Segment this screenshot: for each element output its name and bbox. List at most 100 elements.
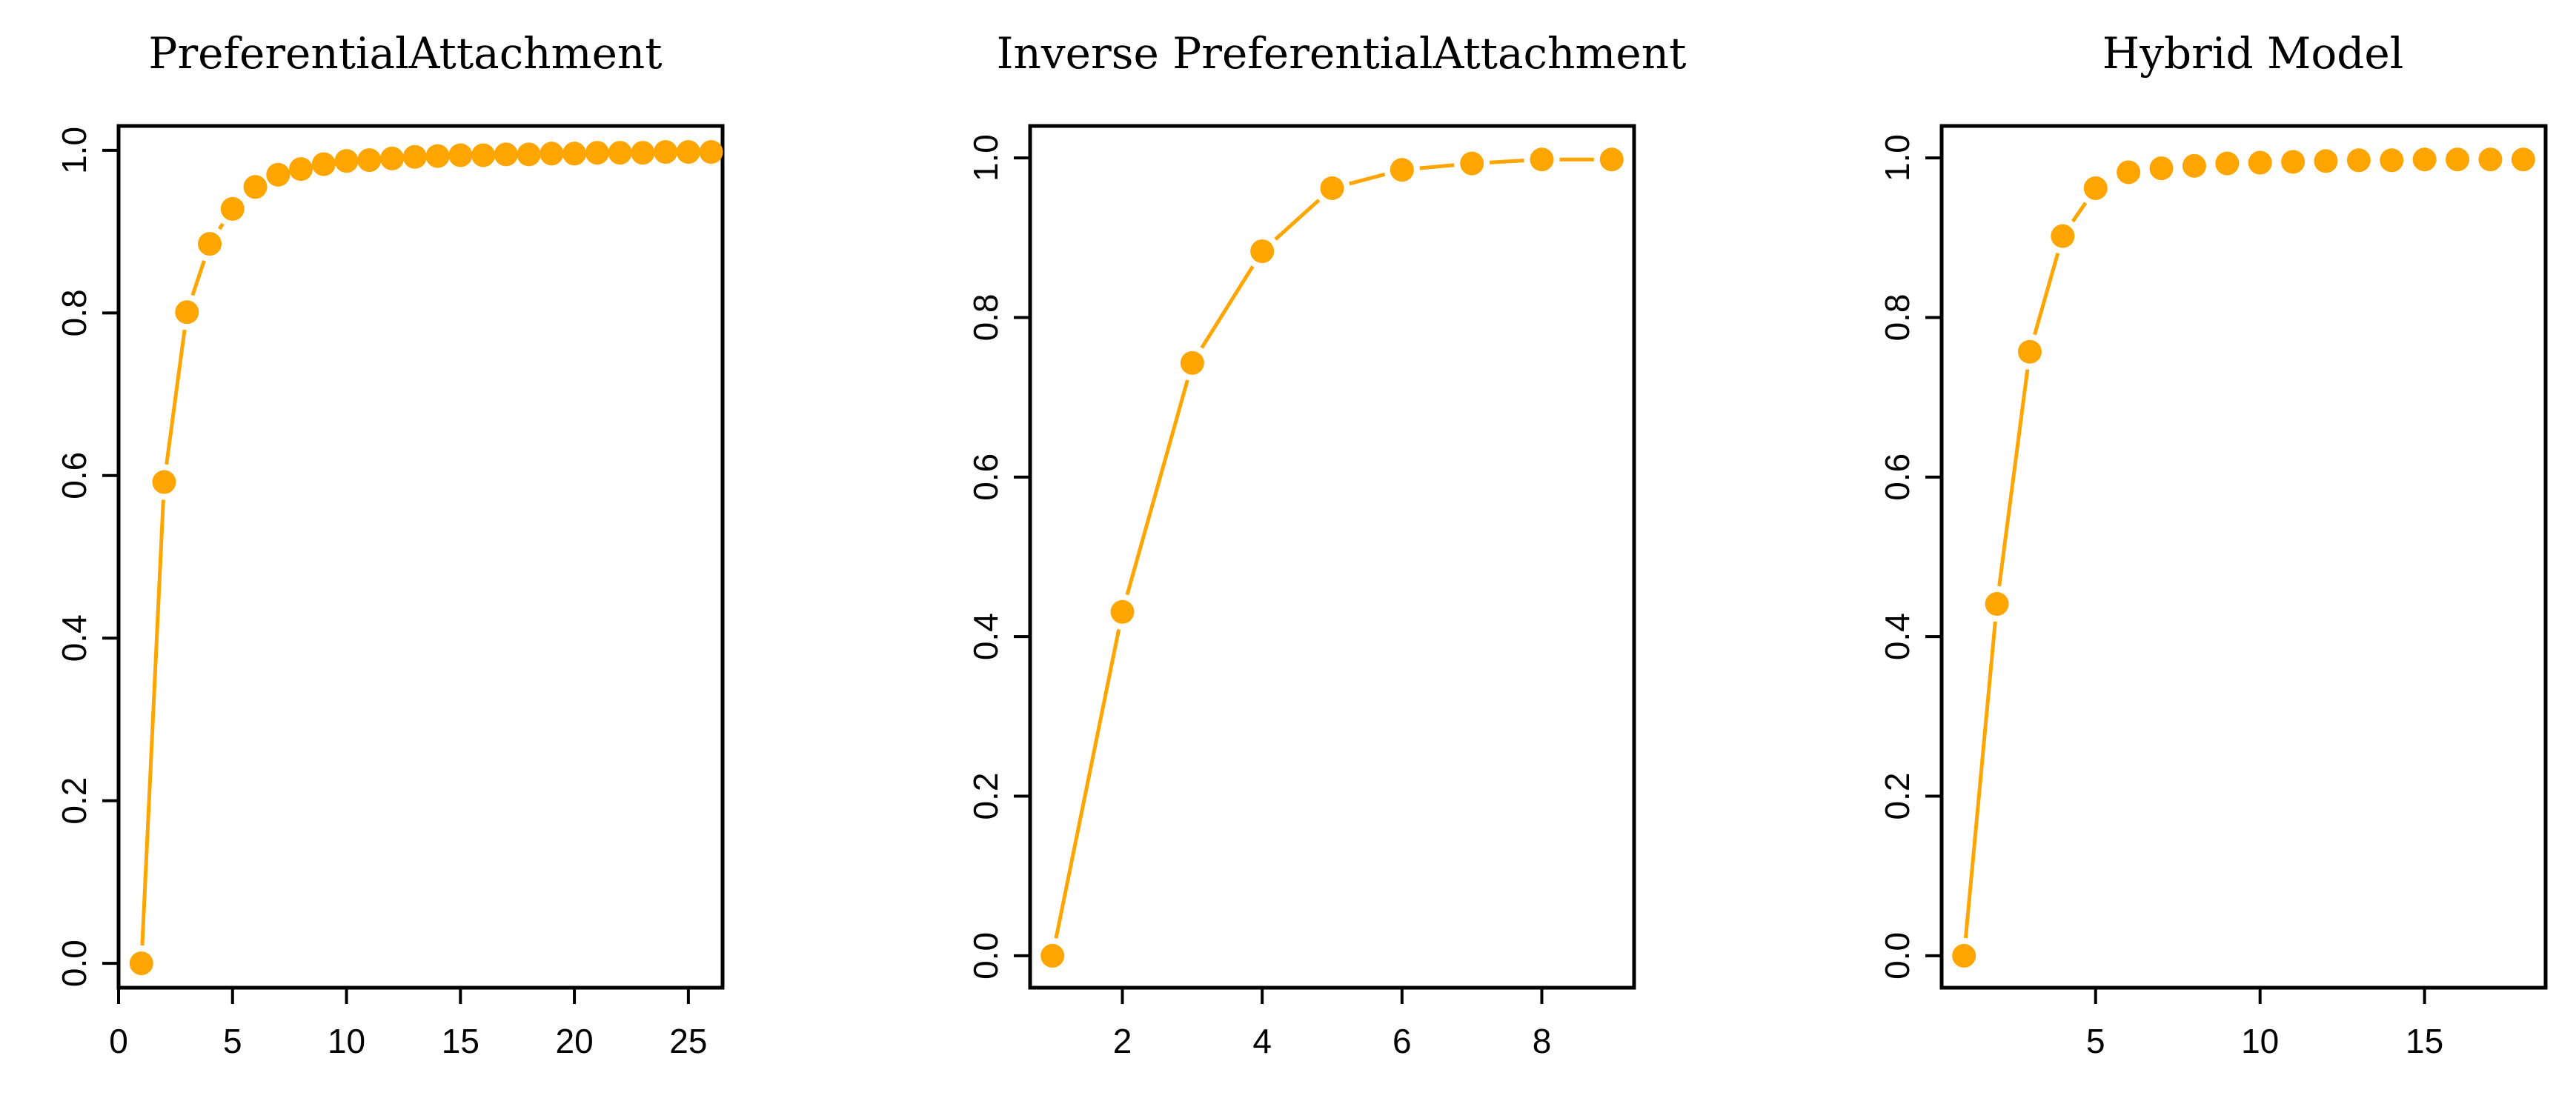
data-point	[1180, 350, 1204, 375]
y-tick-label: 0.2	[1878, 773, 1916, 820]
data-point	[2117, 160, 2141, 184]
y-tick-label: 0.0	[1878, 932, 1916, 980]
data-point	[1599, 147, 1624, 172]
plot-area	[1040, 147, 1624, 968]
data-point	[2248, 150, 2272, 175]
data-point	[175, 300, 199, 325]
x-tick-label: 10	[2241, 1022, 2279, 1060]
y-tick-label: 0.0	[966, 932, 1005, 980]
plot-area	[129, 140, 723, 976]
series-line-segment	[2071, 202, 2088, 223]
data-point	[334, 149, 359, 173]
data-point	[357, 148, 382, 173]
data-point	[494, 142, 518, 167]
data-point	[1952, 943, 1976, 968]
y-tick-label: 0.6	[55, 452, 93, 499]
x-tick-label: 15	[2406, 1022, 2443, 1060]
data-point	[2051, 224, 2075, 248]
y-tick-label: 1.0	[55, 127, 93, 174]
x-tick-label: 15	[442, 1022, 479, 1060]
data-point	[448, 143, 473, 167]
panel-title: Hybrid Model	[2102, 28, 2404, 79]
x-tick-label: 10	[328, 1022, 365, 1060]
data-point	[2478, 147, 2503, 172]
panel-preferential-attachment: PreferentialAttachment 0 5 10 15 20 25 0.0 0.2…	[55, 28, 725, 1060]
series-line-segment	[1125, 379, 1189, 596]
data-point	[243, 175, 268, 199]
y-tick-label: 0.8	[1878, 293, 1916, 341]
series-line-segment	[140, 499, 165, 946]
data-point	[676, 140, 700, 164]
data-point	[1320, 176, 1344, 200]
data-point	[1460, 151, 1484, 176]
data-point	[129, 951, 153, 976]
y-axis: 0.0 0.2 0.4 0.6 0.8 1.0	[966, 134, 1032, 980]
data-point	[1390, 158, 1414, 182]
x-tick-label: 6	[1392, 1022, 1412, 1060]
series-line-segment	[1200, 265, 1255, 349]
series-line-segment	[1274, 199, 1321, 241]
data-point	[2083, 176, 2108, 200]
data-point	[1985, 592, 2009, 616]
x-tick-label: 0	[109, 1022, 128, 1060]
data-point	[266, 162, 291, 187]
series-line-segment	[190, 260, 206, 296]
y-tick-label: 0.8	[55, 289, 93, 336]
data-point	[425, 144, 450, 168]
panel-hybrid-model: Hybrid Model 5 10 15 0.0 0.2 0.4 0.6 0.8 1.0	[1878, 28, 2548, 1060]
series-line-segment	[165, 329, 187, 465]
data-point	[2511, 147, 2535, 172]
data-point	[540, 142, 564, 166]
data-point	[2446, 147, 2470, 172]
data-point	[2412, 147, 2437, 172]
data-point	[2281, 150, 2306, 174]
y-tick-label: 0.4	[1878, 613, 1916, 660]
x-axis: 0 5 10 15 20 25	[109, 986, 707, 1060]
series-line-segment	[1419, 163, 1455, 170]
data-point	[2149, 156, 2174, 181]
y-tick-label: 0.6	[1878, 453, 1916, 501]
data-point	[2346, 148, 2371, 173]
x-tick-label: 20	[556, 1022, 594, 1060]
y-tick-label: 1.0	[1878, 134, 1916, 182]
x-tick-label: 5	[223, 1022, 242, 1060]
data-point	[198, 232, 222, 256]
y-tick-label: 0.0	[55, 940, 93, 987]
y-tick-label: 0.8	[966, 293, 1005, 341]
data-point	[2314, 149, 2338, 173]
x-axis: 2 4 6 8	[1113, 986, 1552, 1060]
data-point	[1040, 943, 1065, 968]
x-axis: 5 10 15	[2086, 986, 2443, 1060]
y-axis: 0.0 0.2 0.4 0.6 0.8 1.0	[55, 127, 120, 987]
data-point	[631, 141, 655, 165]
series-line-segment	[1963, 621, 1997, 939]
y-tick-label: 1.0	[966, 134, 1005, 182]
data-point	[2215, 151, 2240, 176]
x-tick-label: 25	[669, 1022, 707, 1060]
data-point	[402, 144, 427, 169]
x-tick-label: 4	[1252, 1022, 1272, 1060]
x-tick-label: 2	[1113, 1022, 1132, 1060]
x-tick-label: 8	[1533, 1022, 1552, 1060]
y-tick-label: 0.6	[966, 453, 1005, 501]
series-line-segment	[1349, 172, 1386, 186]
data-point	[585, 141, 609, 165]
panel-title: PreferentialAttachment	[148, 28, 662, 79]
series-line-segment	[1489, 159, 1524, 164]
series-line-segment	[1997, 369, 2030, 587]
data-point	[1110, 599, 1135, 624]
plot-area	[1952, 147, 2535, 968]
panel-title: Inverse PreferentialAttachment	[997, 28, 1687, 79]
data-point	[517, 142, 541, 167]
data-point	[654, 140, 678, 164]
data-point	[471, 143, 496, 167]
x-tick-label: 5	[2086, 1022, 2105, 1060]
data-point	[2182, 153, 2206, 178]
y-tick-label: 0.4	[966, 613, 1005, 660]
data-point	[608, 141, 632, 165]
series-line-segment	[2033, 253, 2060, 336]
y-tick-label: 0.2	[966, 773, 1005, 820]
series-line-segment	[218, 222, 225, 230]
series-line-segment	[1054, 628, 1121, 939]
